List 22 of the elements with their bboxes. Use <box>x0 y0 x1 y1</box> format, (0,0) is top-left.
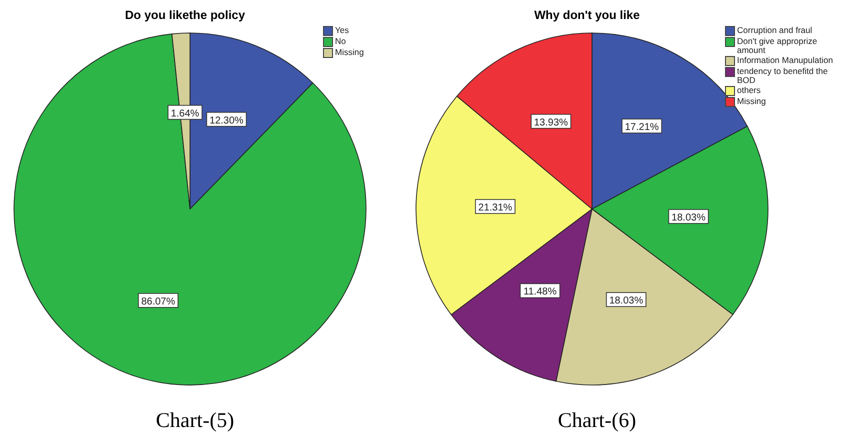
legend-label: Corruption and fraul <box>737 25 812 35</box>
data-label: 1.64% <box>170 108 200 120</box>
data-label: 13.93% <box>534 117 568 128</box>
chart-title: Do you likethe policy <box>124 8 246 22</box>
data-label: 12.30% <box>210 115 244 126</box>
legend-label: others <box>737 85 761 95</box>
legend-label: Don't give approprize amount <box>737 36 818 55</box>
pie-slice <box>14 34 366 386</box>
legend-label: Information Manupulation <box>737 55 833 65</box>
legend-label: No <box>335 36 346 46</box>
legend-label: Missing <box>335 47 364 57</box>
data-label: 11.48% <box>523 286 557 298</box>
text: Chart-(5) <box>154 408 236 433</box>
legend-label: Missing <box>737 96 766 106</box>
text: Chart-(6) <box>556 408 638 433</box>
data-label: 17.21% <box>624 122 659 134</box>
data-label: 18.03% <box>672 212 706 224</box>
legend-label: Yes <box>335 25 349 35</box>
data-label: 18.03% <box>609 296 644 307</box>
data-label: 86.07% <box>141 296 176 308</box>
chart-title: Why don't you like <box>533 8 641 22</box>
data-label: 21.31% <box>478 202 512 214</box>
